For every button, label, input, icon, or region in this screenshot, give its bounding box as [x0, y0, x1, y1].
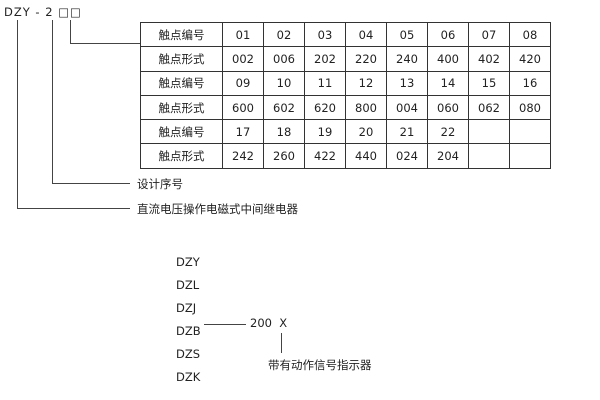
table-cell: 600	[222, 94, 264, 121]
table-cell: 062	[468, 94, 510, 121]
table-cell: 12	[345, 70, 387, 96]
table-cell: 14	[427, 70, 469, 96]
table-row: 触点编号 17 18 19 20 21 22	[140, 119, 551, 145]
table-row: 触点编号 01 02 03 04 05 06 07 08	[140, 21, 551, 48]
table-cell: 800	[345, 94, 387, 121]
table-row: 触点编号 09 10 11 12 13 14 15 16	[140, 70, 551, 96]
contact-table: 触点编号 01 02 03 04 05 06 07 08 触点形式 002 006 202 220 240 4…	[140, 21, 551, 169]
table-cell: 080	[509, 94, 551, 121]
indicator-label: 带有动作信号指示器	[268, 358, 372, 372]
table-cell: 440	[345, 143, 387, 169]
row-label: 触点形式	[140, 46, 223, 72]
table-cell	[509, 119, 551, 145]
table-cell: 002	[222, 46, 264, 72]
table-cell: 006	[263, 46, 305, 72]
table-cell: 22	[427, 119, 469, 145]
connector-line	[70, 43, 140, 44]
table-cell: 240	[386, 46, 428, 72]
series-code: DZB	[176, 324, 201, 338]
table-cell: 004	[386, 94, 428, 121]
table-cell: 402	[468, 46, 510, 72]
table-cell: 620	[304, 94, 346, 121]
table-cell: 260	[263, 143, 305, 169]
connector-line	[17, 20, 18, 209]
table-cell: 19	[304, 119, 346, 145]
table-cell: 11	[304, 70, 346, 96]
table-cell: 21	[386, 119, 428, 145]
table-cell: 060	[427, 94, 469, 121]
table-cell: 07	[468, 21, 510, 48]
row-label: 触点形式	[140, 94, 223, 121]
table-cell: 05	[386, 21, 428, 48]
table-cell: 420	[509, 46, 551, 72]
connector-line	[204, 324, 246, 325]
connector-line	[281, 333, 282, 353]
table-cell: 09	[222, 70, 264, 96]
connector-line	[52, 20, 53, 184]
table-cell: 13	[386, 70, 428, 96]
table-row: 触点形式 002 006 202 220 240 400 402 420	[140, 46, 551, 72]
table-cell: 20	[345, 119, 387, 145]
table-cell: 602	[263, 94, 305, 121]
table-cell: 03	[304, 21, 346, 48]
series-code: DZS	[176, 347, 201, 361]
table-cell: 15	[468, 70, 510, 96]
row-label: 触点编号	[140, 70, 223, 96]
series-code: DZK	[176, 370, 201, 384]
model-code: DZY - 2 □□	[4, 5, 82, 19]
series-code: DZJ	[176, 301, 197, 315]
table-cell: 220	[345, 46, 387, 72]
table-cell: 422	[304, 143, 346, 169]
connector-line	[70, 20, 71, 44]
series-code: DZL	[176, 278, 200, 292]
table-cell: 02	[263, 21, 305, 48]
table-cell	[468, 143, 510, 169]
table-row: 触点形式 600 602 620 800 004 060 062 080	[140, 94, 551, 121]
table-cell: 204	[427, 143, 469, 169]
table-cell: 242	[222, 143, 264, 169]
row-label: 触点编号	[140, 21, 223, 48]
series-code: DZY	[176, 255, 200, 269]
table-cell: 18	[263, 119, 305, 145]
table-cell: 10	[263, 70, 305, 96]
table-cell	[468, 119, 510, 145]
design-serial-label: 设计序号	[137, 177, 183, 191]
table-row: 触点形式 242 260 422 440 024 204	[140, 143, 551, 169]
table-cell: 024	[386, 143, 428, 169]
row-label: 触点形式	[140, 143, 223, 169]
connector-line	[52, 183, 130, 184]
relay-type-label: 直流电压操作电磁式中间继电器	[137, 202, 298, 216]
table-cell	[509, 143, 551, 169]
table-cell: 16	[509, 70, 551, 96]
table-cell: 400	[427, 46, 469, 72]
table-cell: 202	[304, 46, 346, 72]
table-cell: 06	[427, 21, 469, 48]
table-cell: 17	[222, 119, 264, 145]
connector-line	[17, 208, 130, 209]
suffix-code: 200 X	[250, 316, 288, 330]
table-cell: 04	[345, 21, 387, 48]
table-cell: 08	[509, 21, 551, 48]
table-cell: 01	[222, 21, 264, 48]
row-label: 触点编号	[140, 119, 223, 145]
